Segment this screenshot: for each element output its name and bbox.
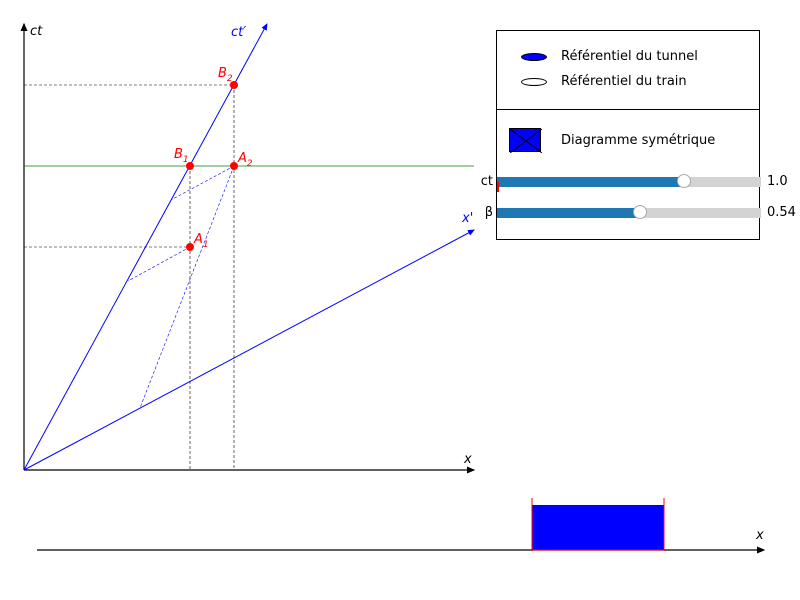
radio-label: Référentiel du train (561, 74, 687, 89)
beta-slider[interactable]: β 0.54 (485, 203, 796, 223)
x-prime-axis-label: x' (461, 211, 473, 226)
slider-name: ct (480, 174, 493, 189)
primed-projection-line (170, 165, 235, 201)
slider-value: 0.54 (767, 205, 796, 220)
radio-train-frame[interactable]: Référentiel du train (521, 74, 687, 89)
checkbox-label: Diagramme symétrique (561, 132, 716, 148)
slider-name: β (484, 205, 493, 220)
bottom-x-axis-label: x (755, 528, 764, 543)
event-point-b2 (230, 81, 238, 89)
event-label-b2: B2 (218, 66, 233, 84)
slider-fill (497, 208, 640, 218)
ct-slider[interactable]: ct 1.0 (481, 172, 788, 192)
reference-frame-radio-group: Référentiel du tunnel Référentiel du tra… (497, 31, 759, 110)
event-label-a2: A2 (237, 151, 253, 169)
radio-unselected-icon (521, 77, 547, 86)
tunnel-block (532, 505, 664, 550)
ct-prime-axis-label: ct′ (231, 25, 246, 40)
event-label-b1: B1 (174, 147, 189, 165)
slider-track[interactable] (497, 174, 761, 192)
slider-track[interactable] (497, 205, 761, 219)
primed-projection-line (139, 165, 235, 409)
ct-axis-label: ct (30, 24, 43, 39)
control-panel: Référentiel du tunnel Référentiel du tra… (481, 30, 796, 240)
x-axis-label: x (463, 452, 472, 467)
checkbox-checked-icon (509, 128, 542, 153)
radio-tunnel-frame[interactable]: Référentiel du tunnel (521, 49, 698, 64)
slider-handle[interactable] (633, 205, 647, 219)
radio-label: Référentiel du tunnel (561, 49, 698, 64)
primed-projection-line (127, 246, 191, 282)
event-point-b1 (186, 162, 194, 170)
x-prime-axis (23, 229, 475, 471)
event-point-a2 (230, 162, 238, 170)
slider-value: 1.0 (767, 174, 788, 189)
event-point-a1 (186, 243, 194, 251)
slider-handle[interactable] (677, 174, 691, 188)
event-label-a1: A1 (193, 232, 209, 250)
radio-selected-icon (521, 52, 547, 61)
slider-fill (497, 177, 684, 187)
symmetric-diagram-checkbox[interactable]: Diagramme symétrique (509, 128, 716, 153)
slider-initial-marker (497, 182, 499, 192)
